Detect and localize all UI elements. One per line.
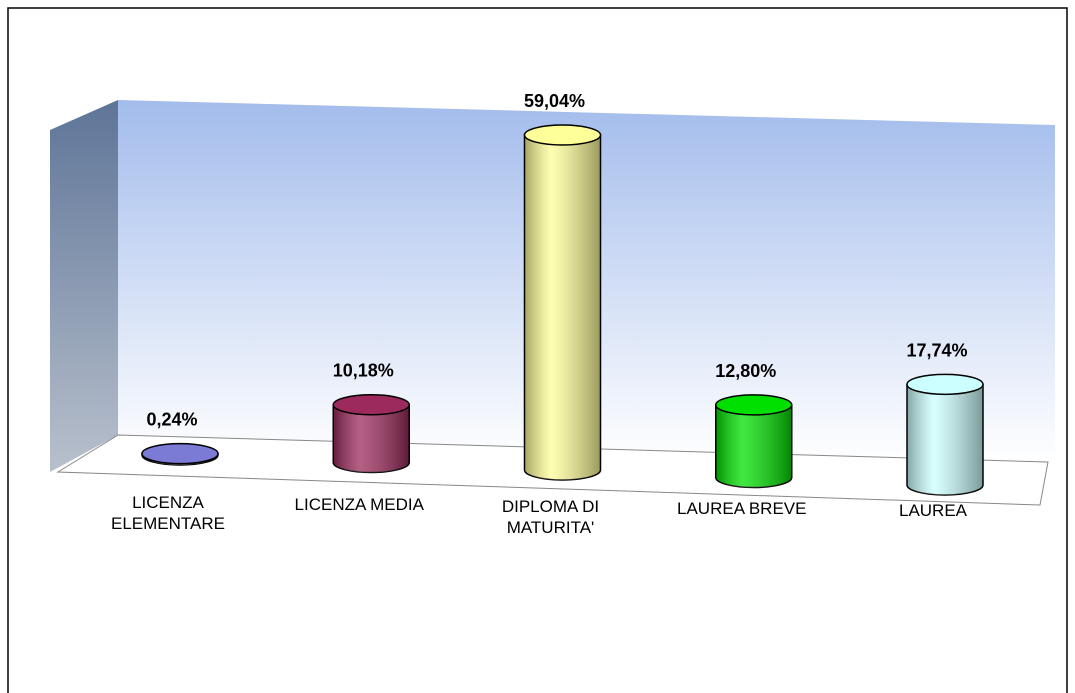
cylinder-top — [141, 442, 219, 465]
cylinder-shade — [715, 404, 792, 488]
value-label: 12,80% — [715, 361, 776, 381]
value-label: 17,74% — [906, 340, 967, 360]
cylinder-shade — [333, 404, 410, 473]
cylinder-shade — [907, 384, 983, 495]
cylinder — [715, 394, 793, 489]
cylinder-top — [715, 394, 793, 416]
category-label: DIPLOMA DI MATURITA' — [501, 497, 600, 537]
side-wall — [50, 100, 118, 472]
cylinder-top — [332, 393, 410, 416]
category-label: LAUREA BREVE — [677, 499, 807, 518]
frame — [7, 7, 1068, 693]
value-label: 0,24% — [146, 410, 197, 430]
value-label: 59,04% — [524, 91, 585, 111]
cylinder — [332, 393, 410, 474]
category-label: LAUREA — [898, 501, 968, 520]
category-label: LICENZA ELEMENTARE — [111, 493, 225, 533]
cylinder — [141, 442, 219, 466]
cylinder-top — [523, 124, 602, 146]
category-label: LICENZA MEDIA — [294, 495, 424, 514]
cylinder — [523, 124, 602, 481]
cylinder-top — [906, 373, 984, 396]
cylinder — [906, 373, 984, 496]
value-label: 10,18% — [333, 361, 394, 381]
cylinder-shade — [524, 135, 601, 480]
